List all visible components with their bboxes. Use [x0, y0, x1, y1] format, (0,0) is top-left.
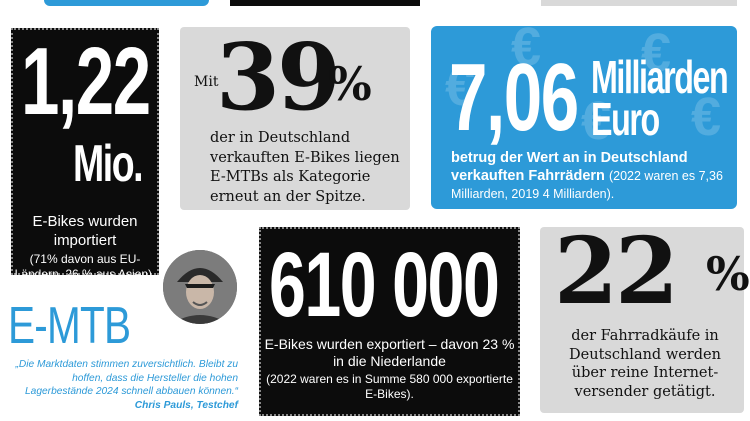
value-number: 7,06 [449, 44, 579, 151]
emtb-share-box: Mit 39 % der in Deutschland verkauften E… [180, 27, 410, 210]
exports-number: 610 000 [269, 234, 500, 336]
euro-sign-icon: € [581, 91, 612, 151]
euro-sign-icon: € [511, 26, 542, 77]
clipped-grey-box [541, 0, 737, 6]
portrait-icon [163, 250, 237, 324]
value-unit-line1: Milliarden [591, 51, 729, 103]
imports-box: 1,22 Mio. E-Bikes wurden importiert (71%… [11, 28, 159, 281]
value-box: € € € € € 7,06 Milliarden Euro betrug de… [431, 26, 737, 209]
euro-sign-icon: € [445, 57, 476, 117]
imports-subtext: (71% davon aus EU-Ländern, 26 % aus Asie… [14, 252, 156, 281]
emtb-share-prefix: Mit [194, 74, 219, 90]
section-quote: „Die Marktdaten stimmen zuversichtlich. … [15, 359, 238, 397]
online-share-box: 22 % der Fahrradkäufe in Deutschland wer… [540, 221, 750, 413]
section-title: E-MTB [8, 297, 131, 355]
imports-text: E-Bikes wurden importiert [32, 213, 138, 249]
exports-text: E-Bikes wurden exportiert – davon 23 % i… [264, 336, 515, 369]
value-text-block: betrug der Wert an in Deutschland verkau… [451, 149, 737, 203]
online-share-number: 22 [554, 217, 679, 325]
value-text: betrug der Wert an in Deutschland verkau… [451, 150, 688, 184]
section-quote-author: Chris Pauls, Testchef [134, 399, 238, 411]
online-share-percent: % [706, 247, 750, 301]
exports-subtext: (2022 waren es in Summe 580 000 exportie… [266, 372, 513, 401]
imports-number: 1,22 [21, 28, 151, 135]
online-share-text: der Fahrradkäufe in Deutschland werden ü… [569, 328, 721, 400]
emtb-share-text: der in Deutschland verkauften E-Bikes li… [210, 130, 400, 205]
imports-unit: Mio. [73, 135, 144, 193]
emtb-share-percent: % [328, 57, 372, 111]
euro-sign-icon: € [691, 87, 722, 147]
portrait-photo [163, 250, 237, 324]
value-subtext: (2022 waren es 7,36 Milliarden, 2019 4 M… [451, 169, 723, 201]
euro-sign-icon: € [641, 26, 672, 83]
emtb-share-number: 39 [216, 23, 341, 131]
value-unit: Milliarden Euro [591, 51, 729, 145]
section-quote-block: „Die Marktdaten stimmen zuversichtlich. … [10, 358, 238, 412]
exports-box: 610 000 E-Bikes wurden exportiert – davo… [259, 227, 520, 416]
clipped-blue-box [44, 0, 209, 6]
value-unit-line2: Euro [591, 93, 660, 145]
clipped-black-box [230, 0, 420, 6]
